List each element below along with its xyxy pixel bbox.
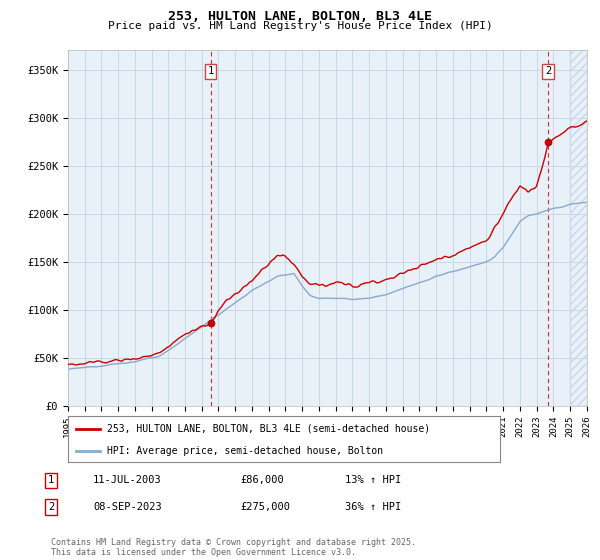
Text: 253, HULTON LANE, BOLTON, BL3 4LE (semi-detached house): 253, HULTON LANE, BOLTON, BL3 4LE (semi-… xyxy=(107,424,430,434)
Text: 2: 2 xyxy=(48,502,54,512)
Text: 08-SEP-2023: 08-SEP-2023 xyxy=(93,502,162,512)
Text: 2: 2 xyxy=(545,67,551,76)
Text: £86,000: £86,000 xyxy=(240,475,284,486)
Text: 11-JUL-2003: 11-JUL-2003 xyxy=(93,475,162,486)
Text: 36% ↑ HPI: 36% ↑ HPI xyxy=(345,502,401,512)
Text: HPI: Average price, semi-detached house, Bolton: HPI: Average price, semi-detached house,… xyxy=(107,446,383,455)
Text: 1: 1 xyxy=(208,67,214,76)
Text: £275,000: £275,000 xyxy=(240,502,290,512)
Text: 253, HULTON LANE, BOLTON, BL3 4LE: 253, HULTON LANE, BOLTON, BL3 4LE xyxy=(168,10,432,23)
Text: Price paid vs. HM Land Registry's House Price Index (HPI): Price paid vs. HM Land Registry's House … xyxy=(107,21,493,31)
Text: 13% ↑ HPI: 13% ↑ HPI xyxy=(345,475,401,486)
Text: Contains HM Land Registry data © Crown copyright and database right 2025.
This d: Contains HM Land Registry data © Crown c… xyxy=(51,538,416,557)
Text: 1: 1 xyxy=(48,475,54,486)
